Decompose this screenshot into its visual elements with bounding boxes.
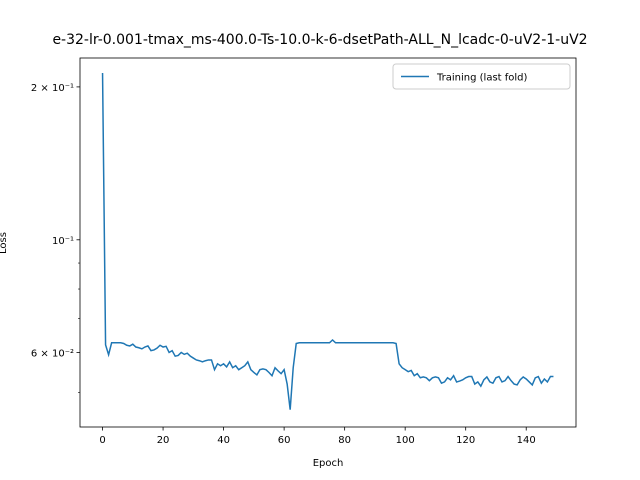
- legend-box: [392, 63, 571, 90]
- x-tick-label: 20: [157, 435, 170, 446]
- x-tick-label: 100: [396, 435, 415, 446]
- y-tick-label: 2 × 10⁻¹: [31, 83, 74, 94]
- x-tick-label: 40: [217, 435, 230, 446]
- x-axis-label: Epoch: [313, 458, 344, 469]
- x-tick-label: 80: [338, 435, 351, 446]
- x-tick-label: 60: [278, 435, 291, 446]
- chart-title: e-32-lr-0.001-tmax_ms-400.0-Ts-10.0-k-6-…: [52, 32, 587, 48]
- data-line: [101, 73, 554, 410]
- x-tick-label: 140: [517, 435, 536, 446]
- y-axis-label: Loss: [0, 232, 9, 254]
- legend-label: Training (last fold): [436, 73, 528, 84]
- y-tick-label: 10⁻¹: [52, 236, 74, 247]
- x-tick-label: 0: [99, 435, 105, 446]
- x-tick-label: 120: [456, 435, 475, 446]
- y-tick-label: 6 × 10⁻²: [31, 348, 74, 359]
- plot-frame: [79, 57, 577, 428]
